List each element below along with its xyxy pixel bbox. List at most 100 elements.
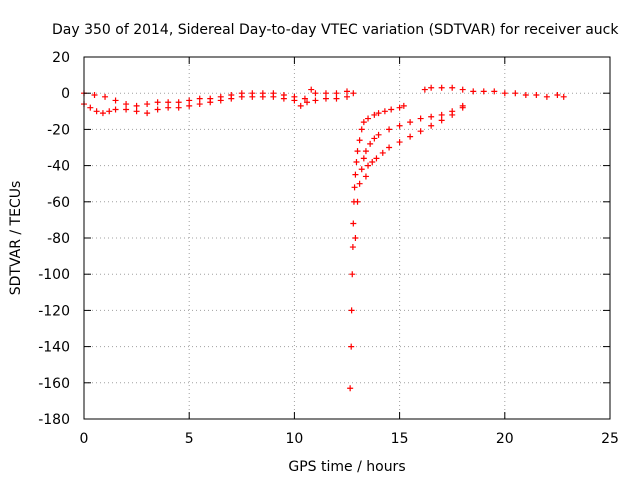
y-tick-label: 0 (61, 86, 70, 102)
data-point (133, 102, 140, 109)
series-early_track_b (81, 93, 350, 117)
y-axis-label: SDTVAR / TECUs (8, 181, 24, 296)
data-point (356, 180, 363, 187)
data-point (228, 95, 235, 102)
data-point (369, 158, 376, 165)
plot-frame (83, 56, 611, 420)
data-point (365, 115, 372, 122)
x-tick-label: 20 (496, 431, 514, 447)
data-point (99, 110, 106, 117)
y-tick-label: -40 (47, 159, 70, 175)
data-point (381, 108, 388, 115)
data-point (400, 102, 407, 109)
data-point (112, 106, 119, 113)
data-point (438, 117, 445, 124)
data-point (322, 90, 329, 97)
data-point (165, 99, 172, 106)
data-point (386, 126, 393, 133)
data-point (270, 93, 277, 100)
data-point (417, 128, 424, 135)
data-point (554, 92, 561, 99)
x-tick-label: 25 (601, 431, 619, 447)
data-point (280, 95, 287, 102)
x-tick-label: 10 (285, 431, 303, 447)
data-point (123, 106, 130, 113)
data-point (428, 84, 435, 91)
data-point (249, 93, 256, 100)
y-tick-label: -80 (47, 231, 70, 247)
data-point (347, 385, 354, 392)
data-point (360, 155, 367, 162)
series-early_track_a (81, 86, 357, 109)
data-point (350, 90, 357, 97)
data-point (106, 108, 113, 115)
data-point (386, 144, 393, 151)
ticks-layer (83, 56, 611, 420)
data-point (379, 149, 386, 156)
data-point (350, 220, 357, 227)
data-point (459, 104, 466, 111)
data-point (301, 95, 308, 102)
data-point (352, 235, 359, 241)
data-point (428, 113, 435, 120)
y-tick-label: -100 (38, 267, 70, 283)
data-point (512, 90, 519, 97)
data-point (470, 88, 477, 95)
data-point (291, 97, 298, 104)
data-point (358, 166, 365, 173)
data-point (344, 93, 350, 100)
data-point (238, 93, 245, 100)
data-point (396, 139, 403, 146)
data-point (522, 92, 529, 99)
data-point (371, 135, 378, 142)
data-point (186, 97, 193, 104)
data-point (388, 106, 395, 113)
data-point (449, 84, 456, 91)
data-point (133, 108, 140, 115)
data-point (344, 88, 350, 95)
y-tick-label: -120 (38, 303, 70, 319)
data-point (360, 119, 367, 126)
data-point (259, 93, 266, 100)
data-point (333, 90, 340, 97)
data-point (396, 122, 403, 129)
data-point (297, 102, 304, 109)
data-point (186, 102, 193, 109)
chart-title: Day 350 of 2014, Sidereal Day-to-day VTE… (52, 22, 619, 38)
y-tick-label: -20 (47, 122, 70, 138)
data-point (102, 93, 109, 100)
data-point (449, 111, 456, 118)
data-point (154, 99, 161, 106)
data-point (396, 104, 403, 111)
data-point (312, 97, 319, 104)
y-tick-label: -140 (38, 340, 70, 356)
x-tick-label: 15 (391, 431, 409, 447)
data-point (358, 126, 365, 133)
data-point (304, 99, 311, 106)
data-point (438, 84, 445, 91)
data-point (421, 86, 428, 93)
data-point (371, 111, 378, 118)
data-point (373, 155, 380, 162)
data-point (207, 99, 214, 106)
x-axis-label: GPS time / hours (288, 459, 405, 475)
data-point (349, 244, 356, 251)
data-point (154, 106, 161, 113)
data-point (322, 95, 329, 102)
data-point (375, 110, 382, 117)
data-point (354, 148, 361, 155)
labels-layer: 0 5 10 15 20 25 -180 -160 -140 -120 -100 -80 -60 -40 -… (38, 50, 619, 447)
data-point (87, 104, 94, 111)
data-point (165, 104, 172, 111)
data-point (367, 140, 374, 147)
data-point (217, 97, 224, 104)
data-point (93, 108, 100, 115)
points-layer (81, 84, 567, 392)
data-point (348, 343, 355, 350)
data-point (356, 137, 363, 144)
data-point (112, 97, 119, 104)
data-point (333, 95, 340, 102)
data-point (428, 122, 435, 129)
data-point (362, 148, 369, 155)
y-tick-label: -160 (38, 376, 70, 392)
